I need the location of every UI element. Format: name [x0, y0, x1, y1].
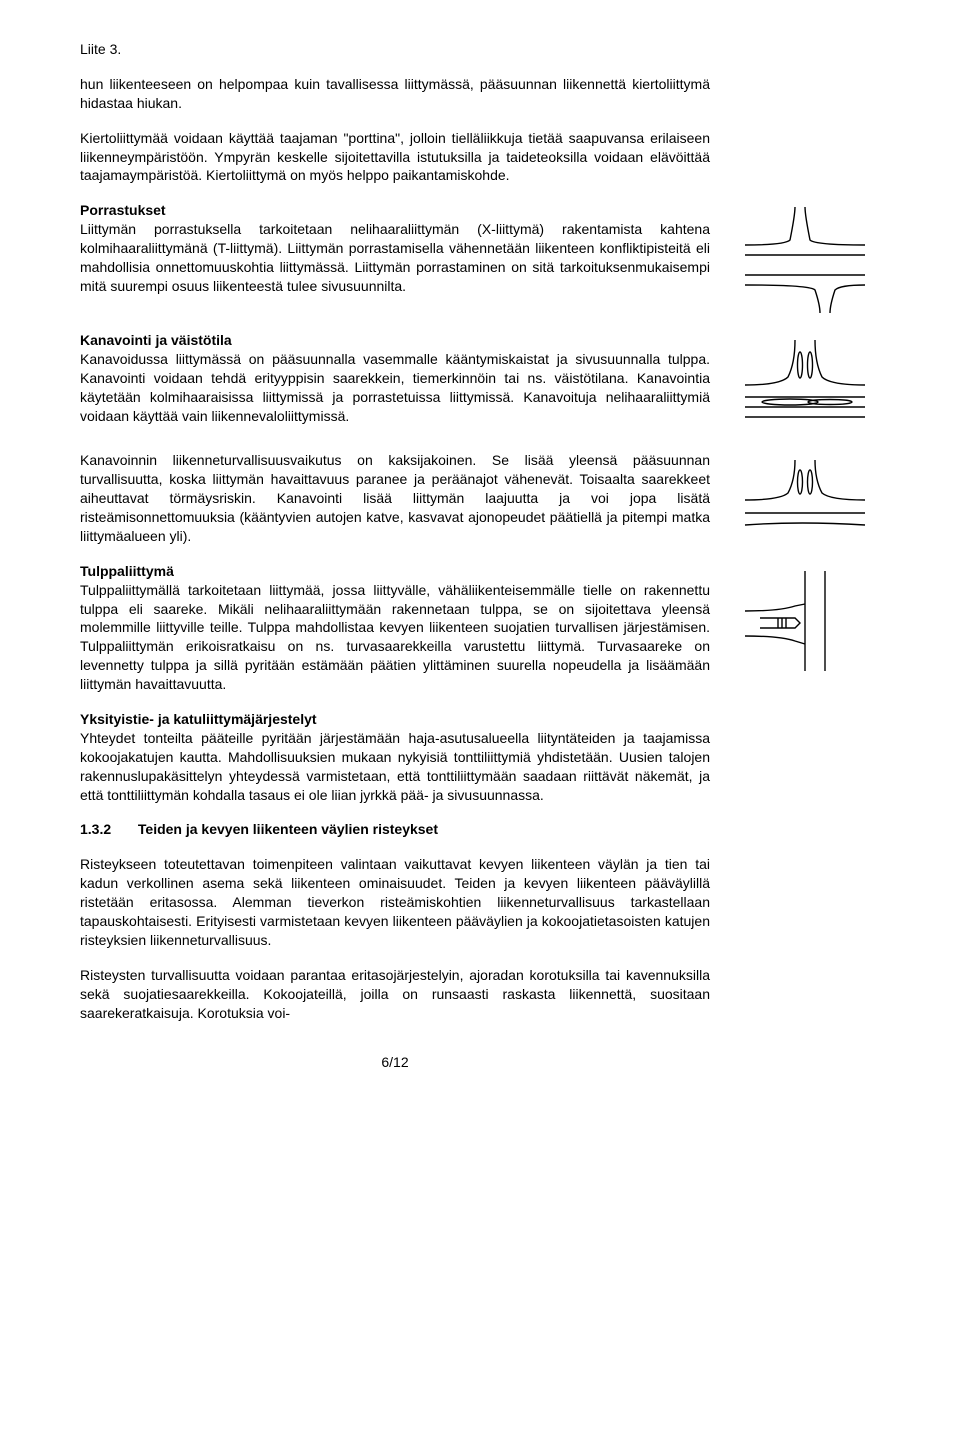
text-kanavointi-1: Kanavoidussa liittymässä on pääsuunnalla… [80, 351, 710, 424]
main-content: hun liikenteeseen on helpompaa kuin tava… [80, 75, 710, 185]
heading-yksityistie: Yksityistie- ja katuliittymäjärjestelyt [80, 711, 317, 727]
text-porrastukset: Liittymän porrastuksella tarkoitetaan ne… [80, 221, 710, 294]
page-number: 6/12 [80, 1053, 710, 1072]
section-yksityistie: Yksityistie- ja katuliittymäjärjestelyt … [80, 710, 710, 804]
text-yksityistie: Yhteydet tonteilta pääteille pyritään jä… [80, 730, 710, 803]
page-header: Liite 3. [80, 40, 900, 59]
section-kanavointi: Kanavointi ja väistötila Kanavoidussa li… [80, 331, 900, 435]
section-porrastukset: Porrastukset Liittymän porrastuksella ta… [80, 201, 900, 315]
diagram-offset-intersection-icon [740, 205, 870, 315]
closing-paragraph-2: Risteysten turvallisuutta voidaan parant… [80, 966, 710, 1023]
diagram-channelized-intersection-icon [740, 335, 870, 435]
section-tulppa: Tulppaliittymä Tulppaliittymällä tarkoit… [80, 562, 900, 694]
heading-porrastukset: Porrastukset [80, 202, 166, 218]
diagram-splitter-island-icon [740, 566, 870, 676]
closing-paragraph-1: Risteykseen toteutettavan toimenpiteen v… [80, 855, 710, 949]
intro-paragraph-2: Kiertoliittymää voidaan käyttää taajaman… [80, 129, 710, 186]
section-number: 1.3.2 [80, 820, 134, 839]
numbered-heading: 1.3.2 Teiden ja kevyen liikenteen väylie… [80, 820, 710, 839]
diagram-yield-space-icon [740, 455, 870, 545]
intro-paragraph-1: hun liikenteeseen on helpompaa kuin tava… [80, 75, 710, 113]
section-title: Teiden ja kevyen liikenteen väylien rist… [138, 821, 438, 837]
text-tulppa: Tulppaliittymällä tarkoitetaan liittymää… [80, 582, 710, 692]
text-kanavointi-2: Kanavoinnin liikenneturvallisuusvaikutus… [80, 452, 710, 544]
section-kanavointi-2: Kanavoinnin liikenneturvallisuusvaikutus… [80, 451, 900, 545]
heading-tulppa: Tulppaliittymä [80, 563, 174, 579]
heading-kanavointi: Kanavointi ja väistötila [80, 332, 232, 348]
